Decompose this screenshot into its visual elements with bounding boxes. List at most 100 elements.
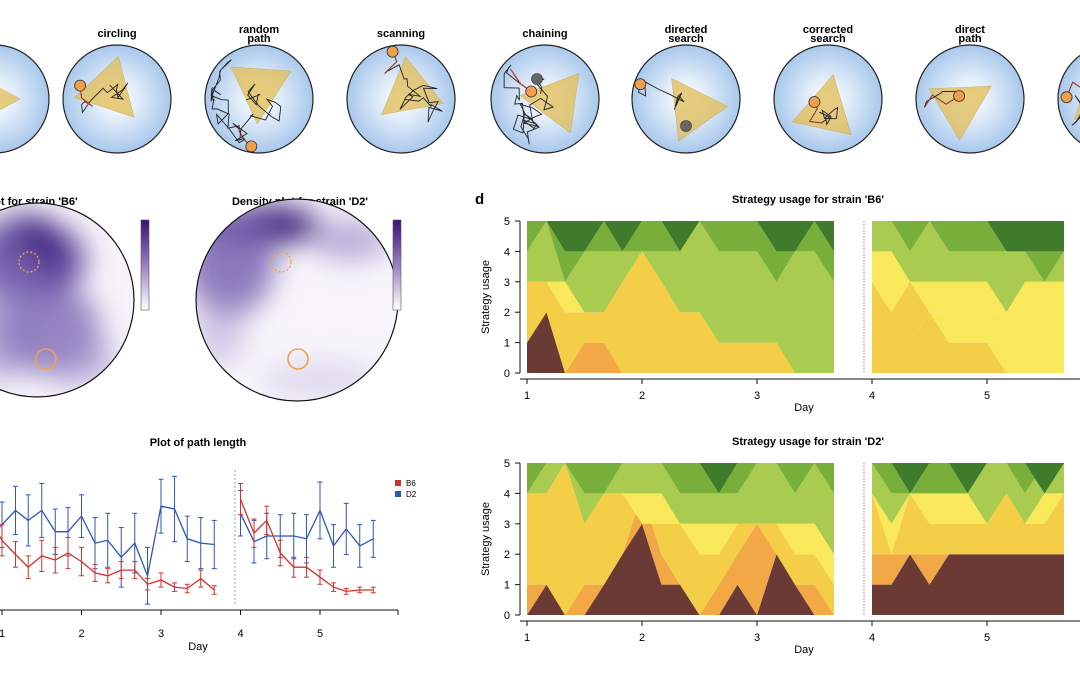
strategy-area-layer (527, 463, 834, 615)
y-tick-label: 1 (504, 580, 510, 592)
platform (953, 90, 965, 102)
strategy-area-layer (872, 463, 1064, 524)
series-line-d2 (0, 505, 215, 579)
y-axis-label: Strategy usage (480, 502, 492, 576)
strategy-label: corrected (803, 24, 853, 36)
old-platform-marker (270, 251, 292, 273)
strategy-area-layer (872, 221, 1064, 313)
strategy-area-layer (872, 493, 1064, 555)
y-tick-label: 2 (504, 549, 510, 561)
platform-marker (35, 348, 57, 370)
legend-label: D2 (406, 490, 417, 499)
strategy-usage-title: Strategy usage for strain 'B6' (732, 194, 884, 206)
strategy-area-layer (872, 463, 1064, 494)
old-platform (531, 73, 543, 85)
y-axis-label: Strategy usage (480, 260, 492, 334)
x-tick-label: 3 (754, 390, 760, 402)
platform (74, 79, 86, 92)
strategy-area-layer (872, 281, 1064, 373)
strategy-label: circling (97, 28, 136, 40)
x-tick-label: 2 (639, 632, 645, 644)
x-axis-label: Day (794, 402, 814, 414)
platform (245, 140, 258, 153)
x-tick-label: 5 (317, 628, 323, 640)
platform (808, 96, 821, 108)
density-b6-plot (0, 202, 150, 398)
old-platform (680, 120, 692, 132)
swim-path-end (238, 125, 252, 147)
y-tick-label: 5 (504, 216, 510, 228)
x-tick-label: 4 (869, 632, 875, 644)
strategy-label: scanning (377, 28, 425, 40)
y-tick-label: 0 (504, 368, 510, 380)
strategy-label: chaining (522, 28, 567, 40)
series-line-b6 (0, 535, 215, 591)
x-tick-label: 4 (869, 390, 875, 402)
platform (525, 85, 538, 98)
x-tick-label: 1 (0, 628, 5, 640)
platform (386, 45, 399, 58)
x-tick-label: 5 (984, 390, 990, 402)
y-tick-label: 3 (504, 519, 510, 531)
strategy-area-layer (872, 221, 1064, 252)
y-tick-label: 1 (504, 338, 510, 350)
strategy-label: search (668, 33, 704, 45)
y-tick-label: 4 (504, 246, 510, 258)
density-colorbar (392, 219, 402, 311)
strategy-area-layer (527, 523, 834, 615)
swim-path-end (510, 68, 532, 92)
path-length-chart: Plot of path length 1 2 3 4 5 Day B6 D2 (0, 437, 417, 653)
strategy-area-layer (527, 221, 834, 282)
y-tick-label: 3 (504, 277, 510, 289)
x-tick-label: 4 (237, 628, 243, 640)
strategy-label: directed (665, 24, 708, 36)
x-tick-label: 1 (524, 632, 530, 644)
strategy-usage-title: Strategy usage for strain 'D2' (732, 436, 884, 448)
search-cone (1074, 100, 1080, 120)
panel-label-d: d (475, 191, 484, 208)
x-axis-label: Day (794, 644, 814, 656)
strategy-label: path (958, 33, 982, 45)
strategy-usage-charts: d Strategy usage for strain 'B6' 0 1 2 3 4 5 1 2 3… (475, 191, 1080, 656)
strategy-label: random (239, 24, 280, 36)
strategy-area-layer (872, 554, 1064, 615)
swim-path-end (79, 85, 93, 107)
strategy-area-layer (527, 221, 834, 252)
search-cone (928, 85, 992, 141)
strategy-label: direct (955, 24, 985, 36)
old-platform-marker (18, 251, 40, 273)
legend-label: B6 (406, 479, 416, 488)
swim-path-end (384, 51, 398, 75)
platform (634, 78, 647, 91)
strategy-area-layer (872, 281, 1064, 373)
path-length-title: Plot of path length (150, 437, 247, 449)
swim-path (384, 51, 443, 123)
x-tick-label: 3 (754, 632, 760, 644)
density-colorbar (140, 219, 150, 311)
strategy-area-layer (872, 221, 1064, 282)
strategy-area-layer (527, 312, 834, 373)
y-tick-label: 0 (504, 610, 510, 622)
strategy-area-layer (872, 463, 1064, 494)
strategy-area-layer (872, 554, 1064, 585)
swim-path-end (923, 94, 960, 108)
x-tick-label: 2 (78, 628, 84, 640)
strategy-examples-row: iscirclingrandompathscanningchainingdire… (0, 24, 1080, 154)
strategy-area-layer (527, 463, 834, 555)
strategy-area-layer (527, 221, 834, 373)
strategy-area-layer (527, 312, 834, 373)
search-cone (519, 73, 580, 134)
x-tick-label: 1 (524, 390, 530, 402)
strategy-area-layer (527, 463, 834, 494)
x-axis-label: Day (188, 641, 208, 653)
x-tick-label: 5 (984, 632, 990, 644)
swim-path (503, 64, 555, 145)
strategy-label: path (247, 33, 271, 45)
search-cone (230, 66, 292, 125)
strategy-label: search (810, 33, 846, 45)
search-cone (0, 87, 21, 111)
pool-circle (0, 44, 50, 154)
legend-swatch (395, 480, 401, 486)
density-plots: sity plot for strain 'B6' Density plot f… (0, 196, 402, 402)
